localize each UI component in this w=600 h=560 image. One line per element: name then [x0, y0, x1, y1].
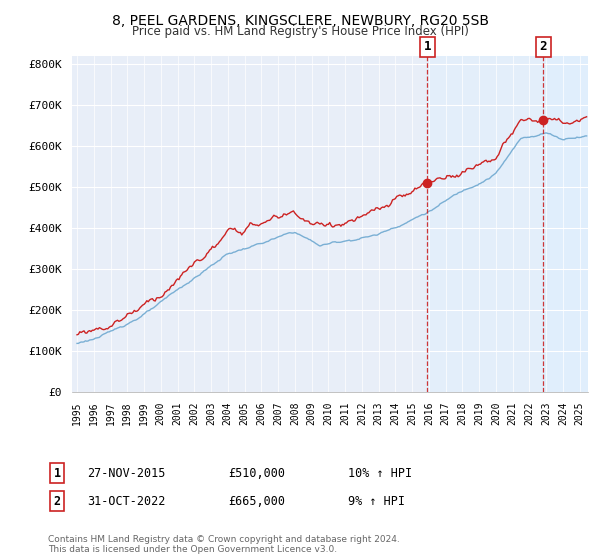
Text: Contains HM Land Registry data © Crown copyright and database right 2024.
This d: Contains HM Land Registry data © Crown c…	[48, 535, 400, 554]
Text: 1: 1	[53, 466, 61, 480]
Text: Price paid vs. HM Land Registry's House Price Index (HPI): Price paid vs. HM Land Registry's House …	[131, 25, 469, 38]
Text: 2: 2	[53, 494, 61, 508]
Text: £665,000: £665,000	[228, 494, 285, 508]
Text: £510,000: £510,000	[228, 466, 285, 480]
Bar	[544, 56, 588, 392]
Text: 27-NOV-2015: 27-NOV-2015	[87, 466, 166, 480]
Text: 1: 1	[424, 40, 431, 53]
Text: 10% ↑ HPI: 10% ↑ HPI	[348, 466, 412, 480]
Text: 31-OCT-2022: 31-OCT-2022	[87, 494, 166, 508]
Text: 9% ↑ HPI: 9% ↑ HPI	[348, 494, 405, 508]
Text: 2: 2	[539, 40, 547, 53]
Text: 8, PEEL GARDENS, KINGSCLERE, NEWBURY, RG20 5SB: 8, PEEL GARDENS, KINGSCLERE, NEWBURY, RG…	[112, 14, 488, 28]
Bar	[427, 56, 544, 392]
